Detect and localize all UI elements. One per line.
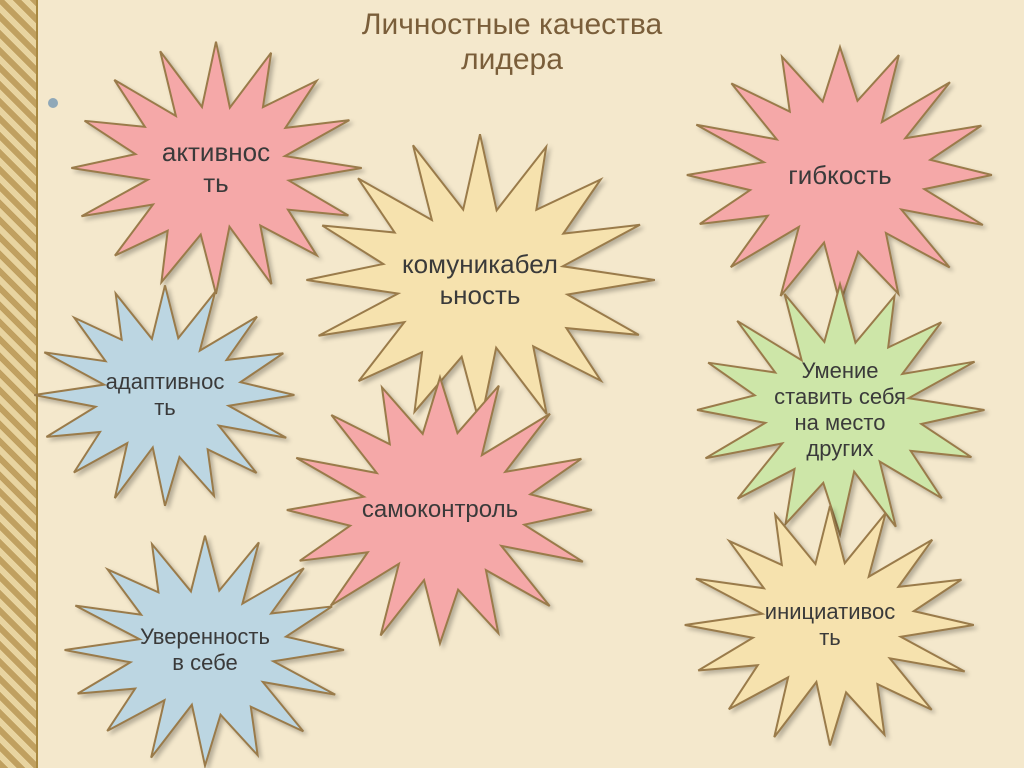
star-confidence: Уверенностьв себе	[60, 530, 350, 768]
bullet-dot	[48, 98, 58, 108]
starburst-icon	[680, 500, 980, 750]
starburst-icon	[60, 530, 350, 768]
starburst-icon	[30, 280, 300, 510]
starburst-icon	[680, 40, 1000, 310]
slide: Личностные качествалидера активностьгибк…	[0, 0, 1024, 768]
star-adaptivity: адаптивность	[30, 280, 300, 510]
star-flexibility: гибкость	[680, 40, 1000, 310]
star-initiative: инициативость	[680, 500, 980, 750]
